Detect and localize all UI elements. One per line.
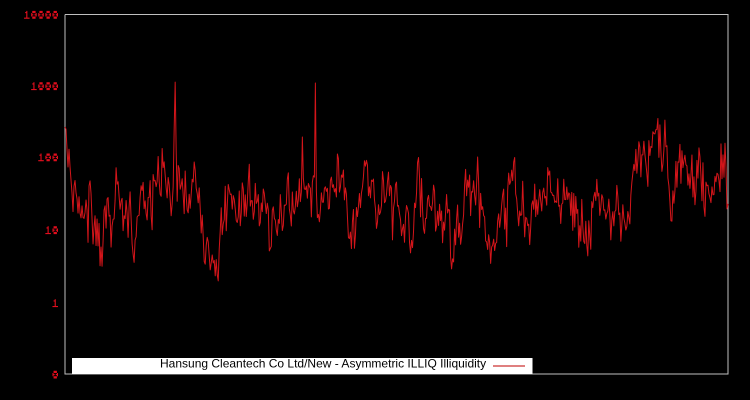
svg-text:Hansung Cleantech Co Ltd/New -: Hansung Cleantech Co Ltd/New - Asymmetri… xyxy=(160,357,486,371)
